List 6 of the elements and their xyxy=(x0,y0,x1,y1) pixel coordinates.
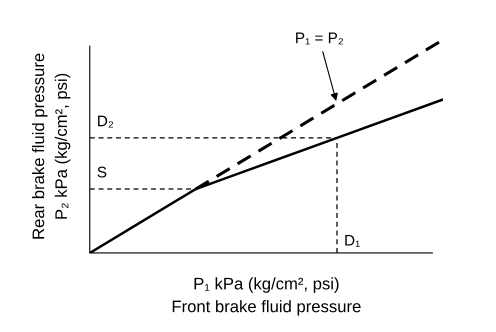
x-axis-title: P₁ kPa (kg/cm², psi) Front brake fluid pressure xyxy=(172,277,361,316)
annotation: D₁ xyxy=(345,235,360,247)
y-axis-title: Rear brake fluid pressure P₂ kPa (kg/cm², psi) xyxy=(32,54,70,239)
annotation: P₁ = P₂ xyxy=(296,32,344,44)
ref-line-label: D₂ xyxy=(98,116,114,128)
ref-line-label: S xyxy=(98,166,106,178)
